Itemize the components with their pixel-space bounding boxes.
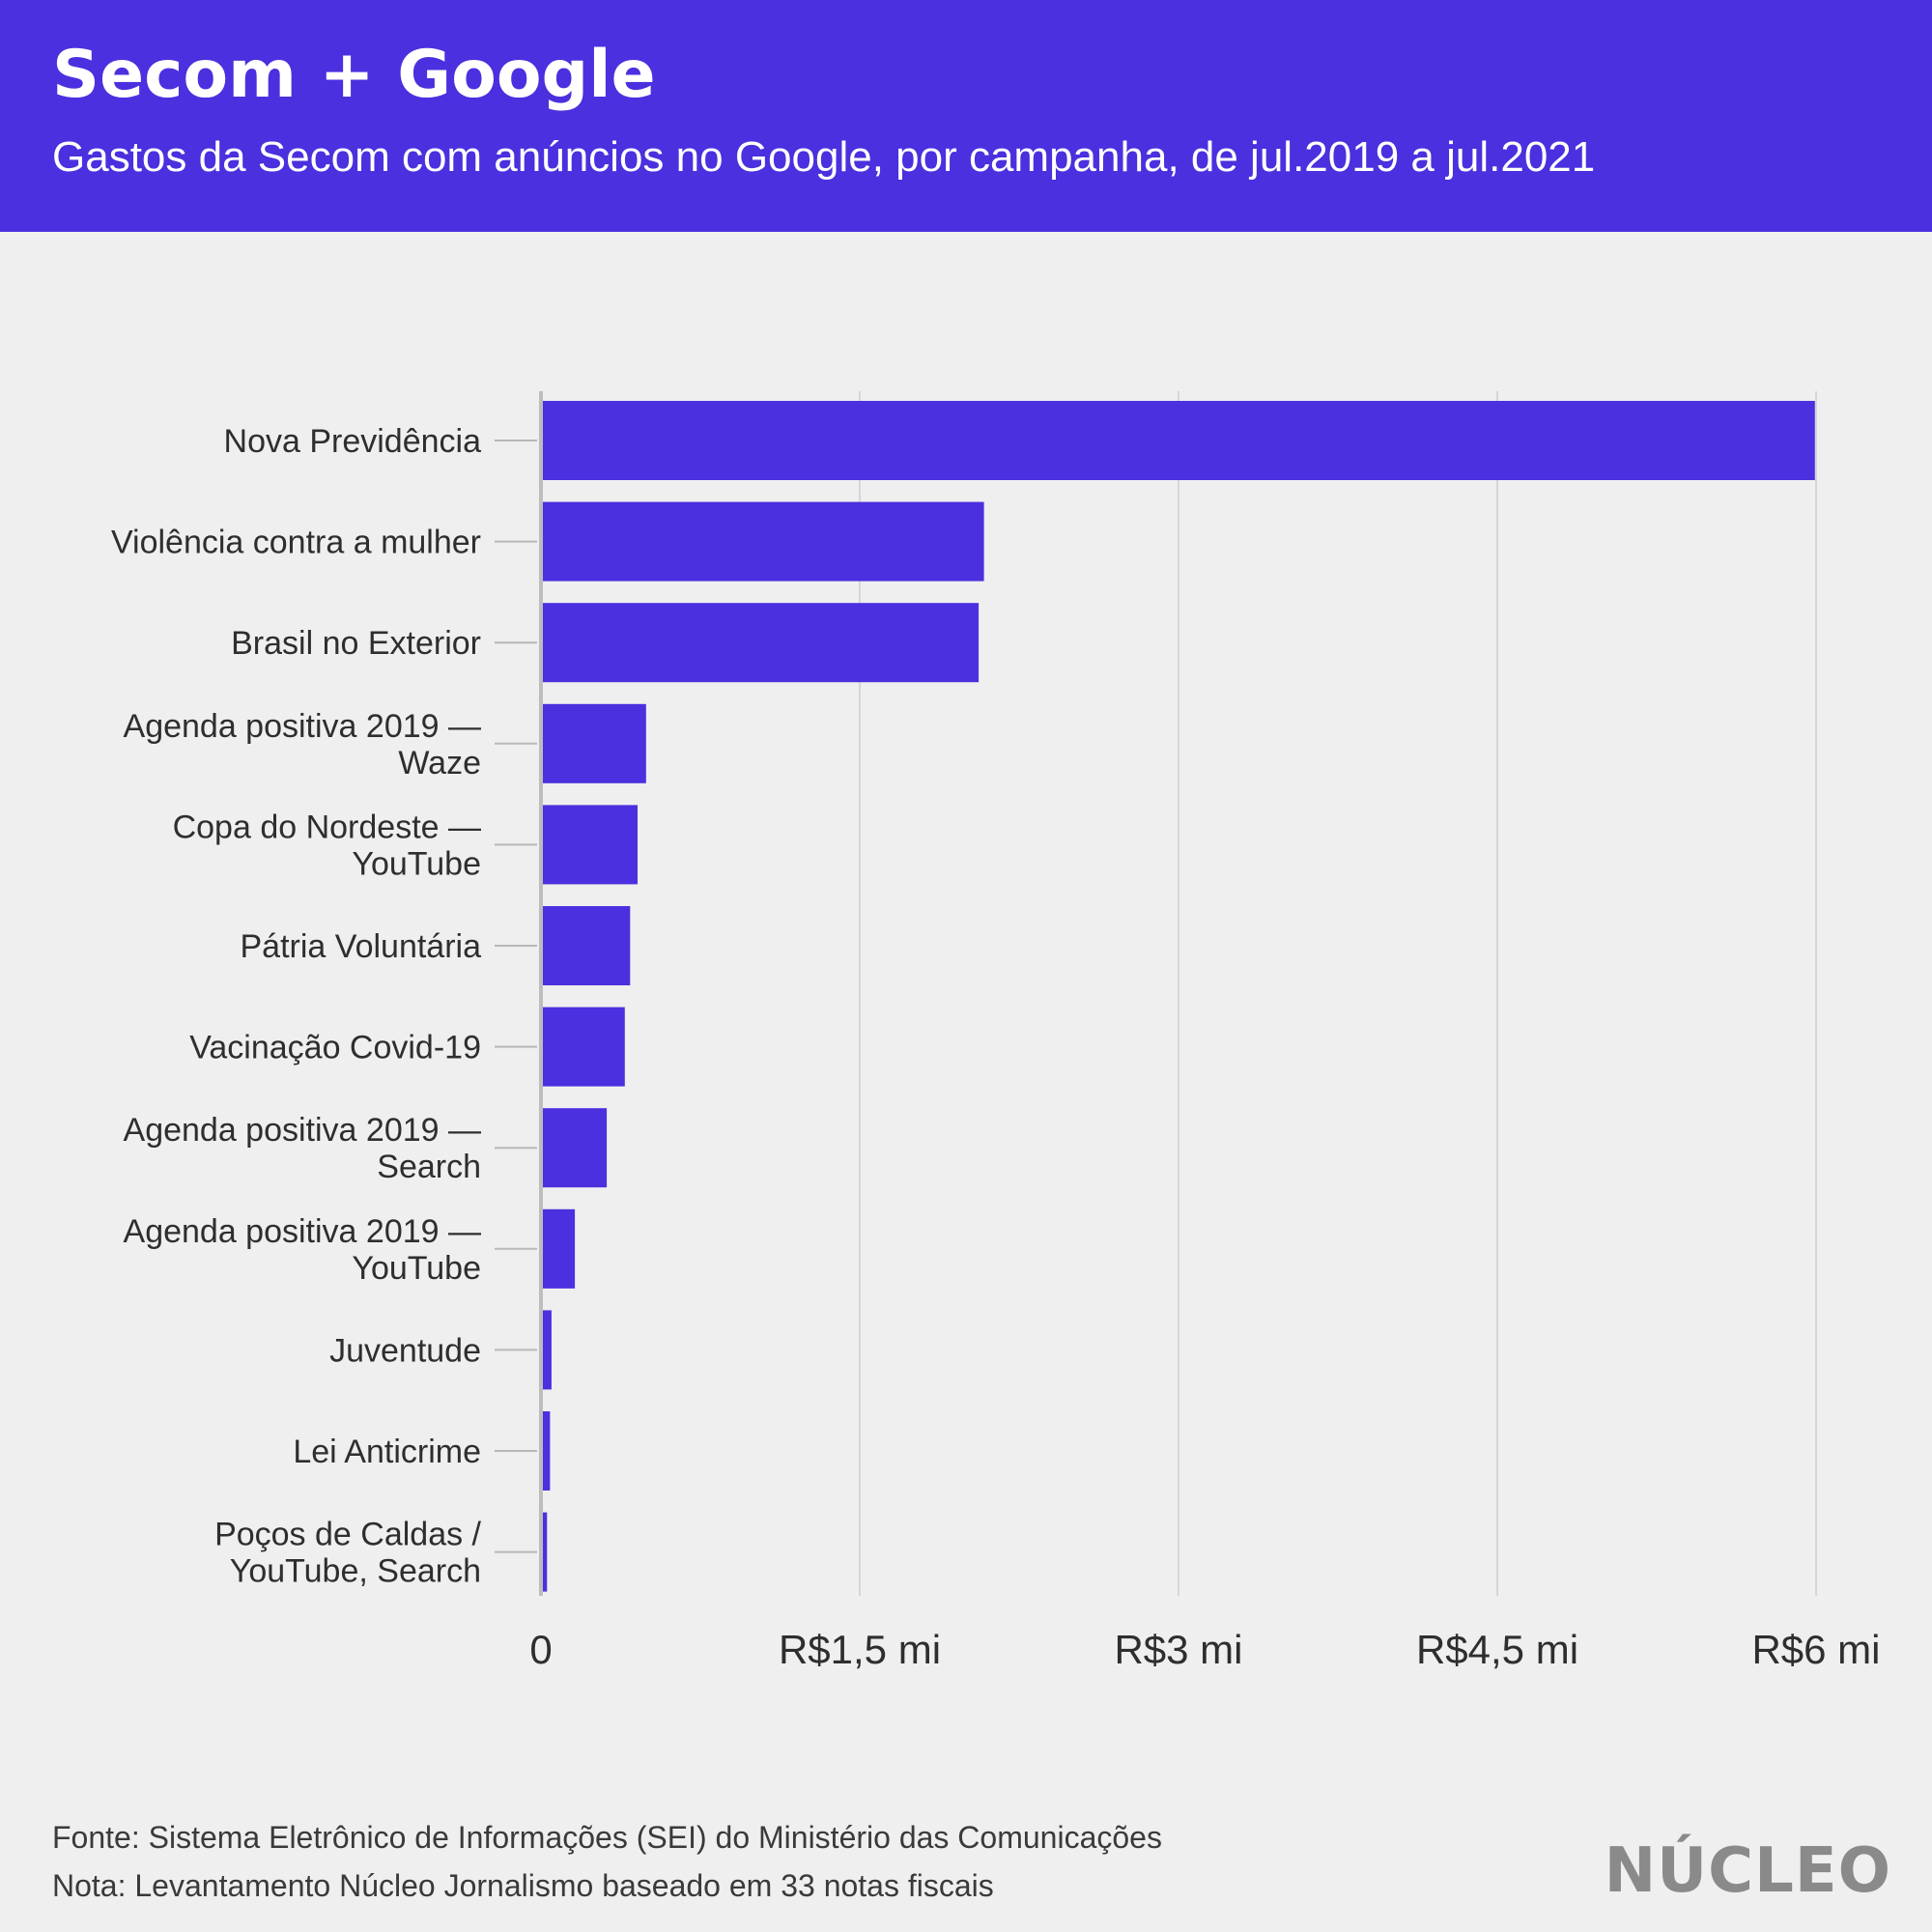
bar-1	[542, 501, 984, 582]
category-label-2: Brasil no Exterior	[231, 625, 481, 662]
x-tick-label-3: R$4,5 mi	[1416, 1627, 1578, 1672]
category-label-9: Juventude	[329, 1332, 481, 1369]
bar-2	[542, 603, 980, 683]
bar-6	[542, 1007, 625, 1087]
category-label-3-line-1: Waze	[398, 745, 481, 781]
category-label-11-line-0: Poços de Caldas /	[214, 1517, 481, 1553]
methodology-note: Nota: Levantamento Núcleo Jornalismo bas…	[52, 1868, 994, 1903]
category-label-1: Violência contra a mulher	[111, 525, 481, 561]
category-label-3-line-0: Agenda positiva 2019 —	[124, 708, 481, 745]
bar-5	[542, 906, 631, 985]
bar-7	[542, 1108, 608, 1188]
chart-title: Secom + Google	[52, 37, 656, 113]
header-banner: Secom + Google Gastos da Secom com anúnc…	[0, 0, 1932, 232]
chart-subtitle: Gastos da Secom com anúncios no Google, …	[52, 133, 1596, 181]
source-note: Fonte: Sistema Eletrônico de Informações…	[52, 1820, 1162, 1855]
category-label-5: Pátria Voluntária	[241, 928, 482, 965]
nucleo-logo: NÚCLEO	[1604, 1835, 1891, 1907]
category-label-6: Vacinação Covid-19	[189, 1030, 481, 1066]
bar-0	[542, 401, 1815, 480]
x-tick-label-4: R$6 mi	[1751, 1627, 1880, 1672]
category-label-0: Nova Previdência	[224, 423, 482, 460]
category-label-4-line-0: Copa do Nordeste —	[173, 809, 481, 845]
bar-4	[542, 805, 638, 885]
category-label-11-line-1: YouTube, Search	[230, 1553, 481, 1590]
category-label-8-line-1: YouTube	[352, 1250, 481, 1287]
category-label-10: Lei Anticrime	[293, 1434, 481, 1470]
category-label-4-line-1: YouTube	[352, 845, 481, 882]
x-tick-label-2: R$3 mi	[1114, 1627, 1242, 1672]
bar-3	[542, 703, 646, 783]
category-label-7-line-1: Search	[377, 1149, 481, 1185]
bar-9	[542, 1310, 552, 1390]
category-label-7-line-0: Agenda positiva 2019 —	[124, 1112, 481, 1149]
x-tick-label-1: R$1,5 mi	[779, 1627, 941, 1672]
bar-11	[542, 1512, 548, 1592]
bar-10	[542, 1411, 551, 1491]
bar-8	[542, 1208, 576, 1289]
category-label-8-line-0: Agenda positiva 2019 —	[124, 1213, 481, 1250]
x-tick-label-0: 0	[529, 1627, 552, 1672]
